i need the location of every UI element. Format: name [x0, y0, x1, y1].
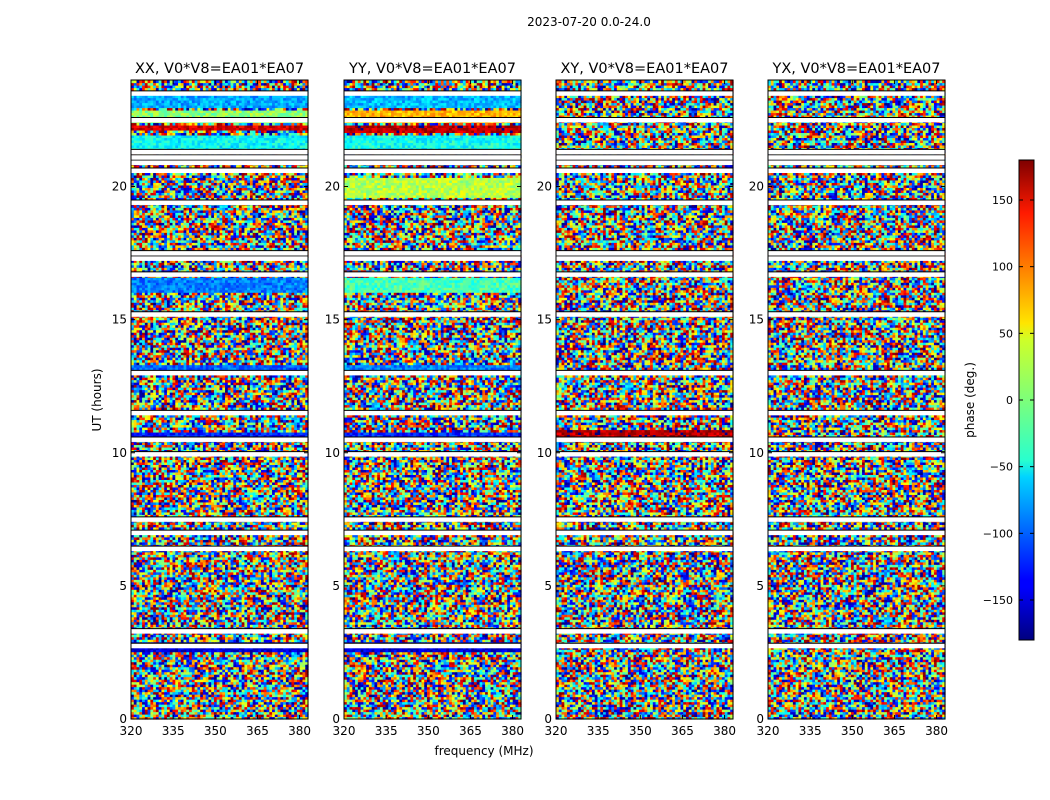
- chart-figure: 2023-07-20 0.0-24.0 XX, V0*V8=EA01*EA073…: [0, 0, 1050, 800]
- figure-suptitle: 2023-07-20 0.0-24.0: [527, 15, 651, 29]
- panel-heatmap: [131, 80, 309, 720]
- panel-title: XX, V0*V8=EA01*EA07: [135, 61, 304, 77]
